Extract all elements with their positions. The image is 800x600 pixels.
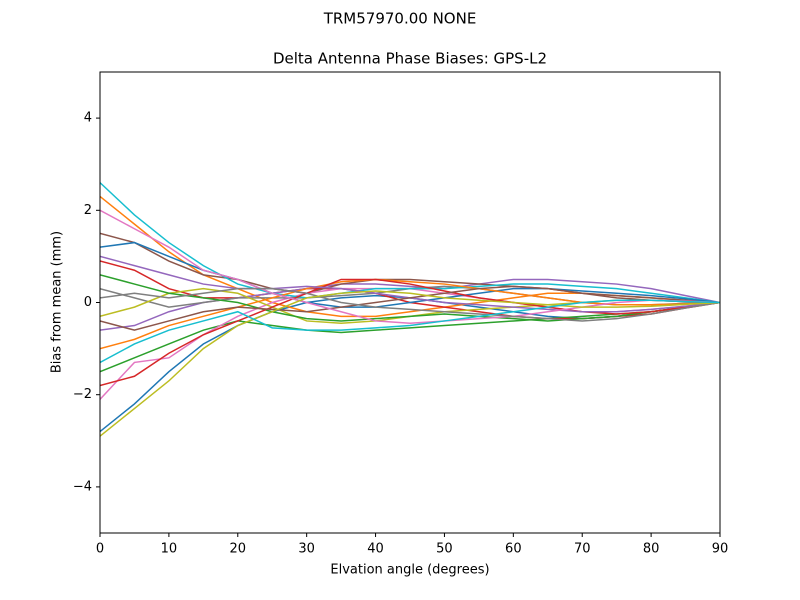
y-tick-label: 2	[84, 203, 92, 218]
x-tick-label: 50	[436, 542, 453, 557]
x-tick-label: 30	[298, 542, 315, 557]
data-line	[100, 274, 720, 322]
data-line	[100, 287, 720, 322]
data-line	[100, 278, 720, 387]
data-line	[100, 278, 720, 350]
data-line	[100, 232, 720, 304]
y-tick-label: 0	[84, 295, 92, 310]
x-axis-label: Elvation angle (degrees)	[330, 563, 489, 578]
x-tick-label: 10	[161, 542, 178, 557]
data-line	[100, 290, 720, 437]
x-tick-label: 20	[230, 542, 247, 557]
x-tick-label: 40	[367, 542, 384, 557]
chart-title: Delta Antenna Phase Biases: GPS-L2	[273, 50, 547, 68]
x-tick-label: 60	[505, 542, 522, 557]
x-tick-label: 80	[643, 542, 660, 557]
x-tick-label: 90	[712, 542, 729, 557]
y-tick-label: −4	[73, 479, 92, 494]
data-line	[100, 209, 720, 325]
x-tick-label: 70	[574, 542, 591, 557]
suptitle: TRM57970.00 NONE	[323, 10, 477, 28]
data-line	[100, 182, 720, 304]
data-line	[100, 299, 720, 364]
y-axis-label: Bias from mean (mm)	[50, 231, 65, 373]
y-tick-label: −2	[73, 387, 92, 402]
y-tick-label: 4	[84, 111, 92, 126]
x-tick-label: 0	[96, 542, 104, 557]
data-line	[100, 285, 720, 331]
